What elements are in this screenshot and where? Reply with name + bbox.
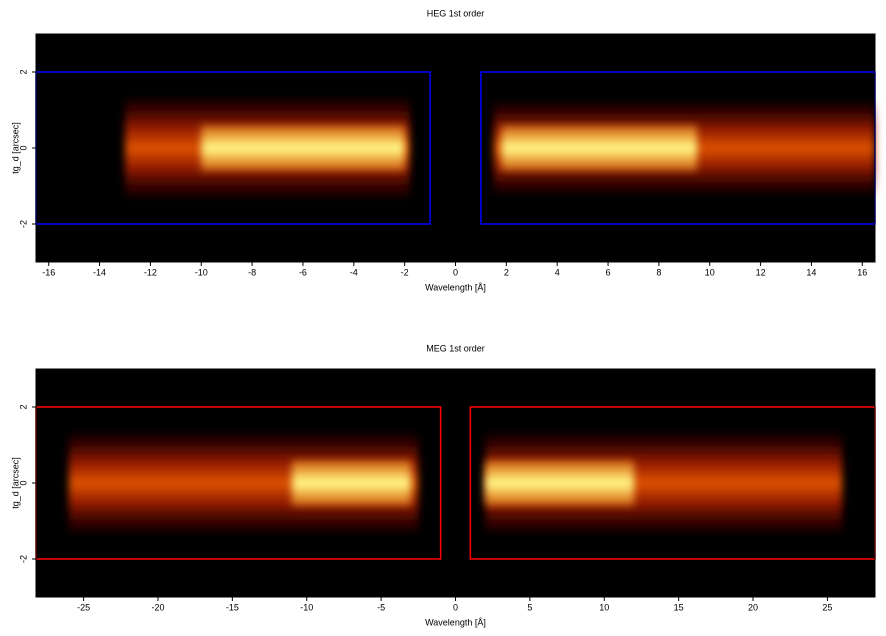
x-axis-label: Wavelength [Å] bbox=[425, 282, 486, 292]
y-tick-label: -2 bbox=[18, 220, 28, 228]
x-tick-label: 8 bbox=[656, 267, 661, 277]
x-tick-label: -25 bbox=[77, 602, 90, 612]
emission-core bbox=[501, 125, 698, 171]
y-tick-label: 2 bbox=[18, 404, 28, 409]
x-tick-label: 20 bbox=[748, 602, 758, 612]
x-tick-label: 0 bbox=[453, 267, 458, 277]
emission-core bbox=[201, 125, 405, 171]
x-axis-label: Wavelength [Å] bbox=[425, 617, 486, 627]
y-tick-label: 2 bbox=[18, 69, 28, 74]
x-tick-label: -20 bbox=[151, 602, 164, 612]
x-tick-label: 10 bbox=[599, 602, 609, 612]
x-tick-label: 15 bbox=[674, 602, 684, 612]
y-tick-label: 0 bbox=[18, 145, 28, 150]
x-tick-label: -15 bbox=[226, 602, 239, 612]
y-axis-label: tg_d [arcsec] bbox=[10, 457, 20, 509]
x-tick-label: -10 bbox=[195, 267, 208, 277]
y-axis-label: tg_d [arcsec] bbox=[10, 122, 20, 174]
x-tick-label: -2 bbox=[401, 267, 409, 277]
x-tick-label: 16 bbox=[857, 267, 867, 277]
x-tick-label: 4 bbox=[555, 267, 560, 277]
x-tick-label: 0 bbox=[453, 602, 458, 612]
emission-core bbox=[485, 460, 635, 506]
x-tick-label: 5 bbox=[527, 602, 532, 612]
x-tick-label: 14 bbox=[806, 267, 816, 277]
x-tick-label: -16 bbox=[42, 267, 55, 277]
panel-title: MEG 1st order bbox=[426, 343, 485, 353]
x-tick-label: 6 bbox=[606, 267, 611, 277]
x-tick-label: -14 bbox=[93, 267, 106, 277]
x-tick-label: -6 bbox=[299, 267, 307, 277]
x-tick-label: -4 bbox=[350, 267, 358, 277]
x-tick-label: 12 bbox=[756, 267, 766, 277]
panel-title: HEG 1st order bbox=[427, 8, 485, 18]
emission-core bbox=[291, 460, 411, 506]
x-tick-label: 2 bbox=[504, 267, 509, 277]
x-tick-label: -10 bbox=[300, 602, 313, 612]
x-tick-label: -12 bbox=[144, 267, 157, 277]
y-tick-label: -2 bbox=[18, 555, 28, 563]
x-tick-label: 10 bbox=[705, 267, 715, 277]
x-tick-label: 25 bbox=[822, 602, 832, 612]
y-tick-label: 0 bbox=[18, 480, 28, 485]
x-tick-label: -5 bbox=[377, 602, 385, 612]
x-tick-label: -8 bbox=[248, 267, 256, 277]
